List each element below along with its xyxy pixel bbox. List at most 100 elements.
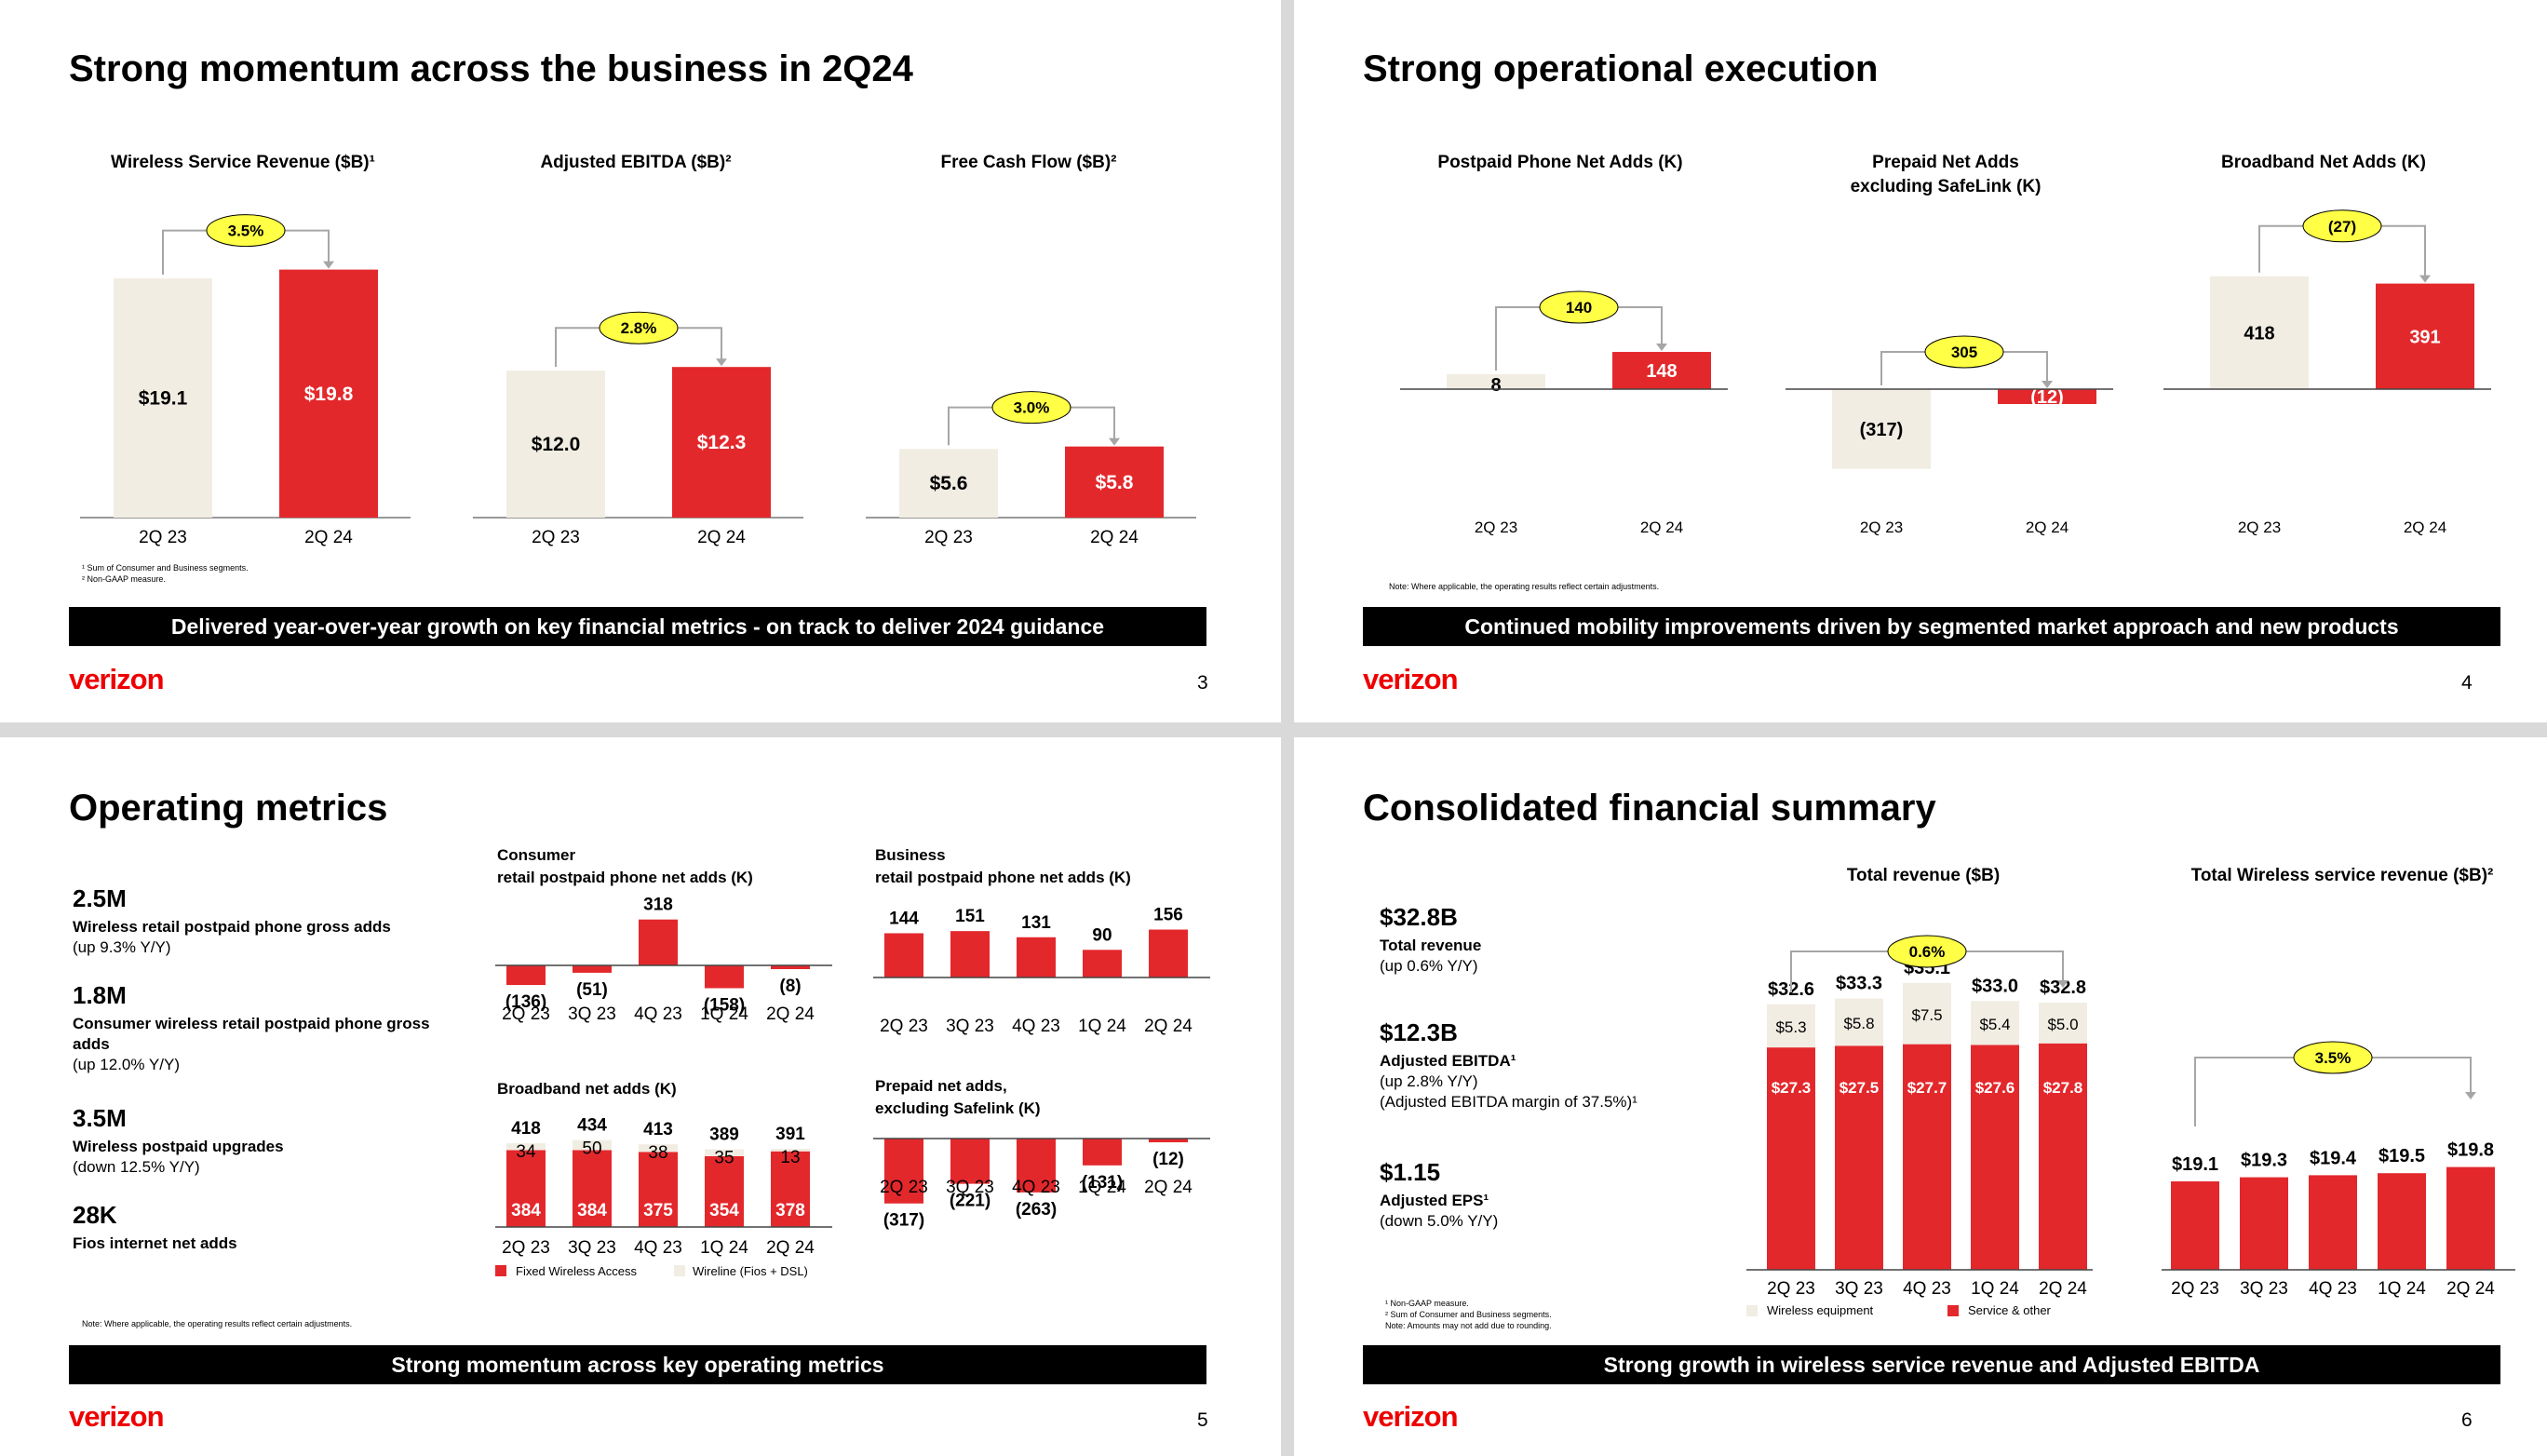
- data-label: $19.1: [139, 388, 188, 410]
- chart-title: Wireless Service Revenue ($B)¹: [111, 153, 375, 172]
- data-label: (158): [704, 995, 745, 1015]
- footnote: ² Non-GAAP measure.: [82, 574, 166, 584]
- data-label: (136): [505, 992, 546, 1012]
- kpi-label: Consumer wireless retail postpaid phone …: [73, 1015, 430, 1053]
- growth-label: (27): [2328, 218, 2356, 236]
- growth-arrow: [716, 358, 727, 367]
- data-label: $27.8: [2043, 1079, 2083, 1097]
- kpi-sub: (up 12.0% Y/Y): [73, 1056, 180, 1073]
- bar: [1017, 1139, 1056, 1193]
- data-label: 418: [2244, 323, 2274, 344]
- kpi-gross-adds: 2.5M Wireless retail postpaid phone gros…: [73, 884, 445, 958]
- footnote: ² Sum of Consumer and Business segments.: [1385, 1310, 1552, 1319]
- financial-charts: Wireless Service Revenue ($B)¹ $19.1 2Q 23…: [80, 153, 1196, 547]
- bar: [1149, 1139, 1188, 1142]
- footnotes: ¹ Sum of Consumer and Business segments.…: [82, 562, 249, 585]
- growth-label: 0.6%: [1909, 943, 1946, 961]
- data-label: 90: [1092, 925, 1112, 945]
- kpi-ebitda: $12.3B Adjusted EBITDA¹ (up 2.8% Y/Y) (A…: [1380, 1018, 1715, 1112]
- bar: [2309, 1175, 2357, 1270]
- data-label: (221): [950, 1192, 990, 1211]
- slide-6[interactable]: Consolidated financial summary $32.8B To…: [1294, 737, 2547, 1456]
- operating-charts: Consumer retail postpaid phone net adds (…: [495, 846, 1210, 1278]
- slide-3[interactable]: Strong momentum across the business in 2…: [0, 0, 1281, 722]
- bar-prior: [899, 449, 998, 518]
- chart-subtitle: excluding Safelink (K): [875, 1099, 1041, 1117]
- growth-pill: [2293, 1041, 2373, 1074]
- data-label: $19.1: [2172, 1154, 2218, 1175]
- kpi-label: Total revenue: [1380, 937, 1482, 954]
- tick-label: 2Q 23: [1475, 519, 1517, 536]
- legend-label: Service & other: [1968, 1303, 2052, 1317]
- bar-wireline: [771, 1148, 810, 1152]
- slide-4[interactable]: Strong operational execution Postpaid Ph…: [1294, 0, 2547, 722]
- growth-pill: [1887, 935, 1967, 968]
- bar: [2378, 1173, 2426, 1270]
- tick-label: 2Q 24: [1144, 1178, 1193, 1197]
- data-label: 354: [709, 1201, 739, 1220]
- banner: Strong momentum across key operating met…: [69, 1345, 1206, 1384]
- bar: [884, 933, 923, 977]
- tick-label: 2Q 24: [766, 1004, 815, 1024]
- kpi-sub: (up 0.6% Y/Y): [1380, 957, 1478, 975]
- tick-label: 1Q 24: [1078, 1178, 1126, 1197]
- kpi-value: 28K: [73, 1201, 117, 1229]
- bar: [639, 919, 678, 965]
- tick-label: 2Q 23: [1767, 1279, 1815, 1299]
- tick-label: 2Q 24: [2446, 1279, 2495, 1299]
- tick-label: 1Q 24: [1971, 1279, 2019, 1299]
- growth-label: 3.5%: [2315, 1049, 2352, 1067]
- tick-label: 2Q 24: [2039, 1279, 2087, 1299]
- kpi-sub: (up 9.3% Y/Y): [73, 938, 171, 956]
- total-label: 434: [577, 1116, 607, 1136]
- kpi-fios: 28K Fios internet net adds: [73, 1201, 445, 1254]
- data-label: $27.3: [1772, 1079, 1812, 1097]
- verizon-logo: verizon: [1363, 1400, 1459, 1433]
- growth-pill: [1924, 335, 2004, 369]
- bar-prior: [2210, 276, 2309, 389]
- financial-summary-charts: Total revenue ($B)$27.3$5.3$32.62Q 23$27…: [1746, 866, 2515, 1317]
- bar: [950, 1139, 990, 1184]
- tick-label: 2Q 24: [1090, 528, 1139, 547]
- page-number: 4: [2461, 672, 2473, 694]
- bar-fwa: [771, 1151, 810, 1227]
- bar-wireline: [639, 1144, 678, 1153]
- kpi-value: 1.8M: [73, 981, 127, 1009]
- tick-label: 2Q 23: [502, 1238, 550, 1258]
- bar: [771, 965, 810, 969]
- legend-swatch-service: [1947, 1305, 1959, 1316]
- tick-label: 1Q 24: [700, 1238, 748, 1258]
- kpi-label: Wireless postpaid upgrades: [73, 1138, 284, 1155]
- total-label: 391: [775, 1125, 805, 1144]
- tick-label: 2Q 23: [2238, 519, 2281, 536]
- data-label: (8): [779, 977, 801, 996]
- data-label: (131): [1082, 1173, 1123, 1193]
- slide-title: Operating metrics: [69, 788, 388, 829]
- data-label: 34: [516, 1142, 536, 1162]
- data-label: 375: [643, 1201, 673, 1220]
- slide-5[interactable]: Operating metrics 2.5M Wireless retail p…: [0, 737, 1281, 1456]
- bar-fwa: [705, 1155, 744, 1227]
- data-label: $19.5: [2379, 1146, 2425, 1166]
- bar-wireline: [573, 1139, 612, 1151]
- operational-charts: Postpaid Phone Net Adds (K) 8 2Q 23 148 2Q 2…: [1400, 153, 2491, 536]
- bar-prior: [1447, 374, 1545, 389]
- data-label: 384: [577, 1201, 607, 1220]
- data-label: $7.5: [1911, 1006, 1942, 1024]
- growth-arrow: [323, 261, 334, 269]
- note: Note: Where applicable, the operating re…: [1389, 582, 1660, 591]
- tick-label: 3Q 23: [946, 1178, 994, 1197]
- tick-label: 2Q 24: [304, 528, 353, 547]
- tick-label: 4Q 23: [634, 1004, 682, 1024]
- legend-label: Wireless equipment: [1767, 1303, 1874, 1317]
- tick-label: 4Q 23: [1903, 1279, 1951, 1299]
- growth-pill: [991, 391, 1071, 425]
- page-number: 3: [1197, 672, 1208, 694]
- data-label: $12.0: [532, 434, 581, 455]
- footnote: ¹ Non-GAAP measure.: [1385, 1299, 1469, 1308]
- data-label: 13: [780, 1148, 800, 1167]
- chart-title: Prepaid net adds,: [875, 1077, 1007, 1095]
- data-label: 50: [582, 1139, 601, 1159]
- slide-title: Strong operational execution: [1363, 48, 1879, 89]
- data-label: (51): [576, 980, 608, 1000]
